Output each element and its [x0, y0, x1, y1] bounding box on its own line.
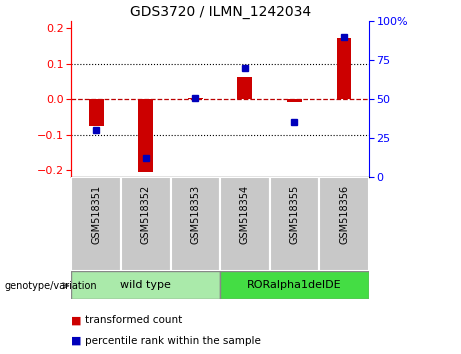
Text: ■: ■ — [71, 336, 82, 346]
Text: RORalpha1delDE: RORalpha1delDE — [247, 280, 342, 290]
Text: GSM518353: GSM518353 — [190, 184, 201, 244]
Bar — [220, 177, 270, 271]
Bar — [121, 177, 171, 271]
Bar — [71, 177, 121, 271]
Text: percentile rank within the sample: percentile rank within the sample — [85, 336, 261, 346]
Text: GSM518352: GSM518352 — [141, 184, 151, 244]
Bar — [171, 177, 220, 271]
Text: GSM518356: GSM518356 — [339, 184, 349, 244]
Text: transformed count: transformed count — [85, 315, 183, 325]
Text: wild type: wild type — [120, 280, 171, 290]
Text: GSM518354: GSM518354 — [240, 184, 250, 244]
Title: GDS3720 / ILMN_1242034: GDS3720 / ILMN_1242034 — [130, 5, 311, 19]
Bar — [220, 271, 369, 299]
Bar — [237, 77, 252, 99]
Bar — [89, 99, 104, 126]
Bar — [138, 99, 153, 172]
Text: GSM518355: GSM518355 — [290, 184, 300, 244]
Text: genotype/variation: genotype/variation — [5, 281, 97, 291]
Bar — [270, 177, 319, 271]
Text: GSM518351: GSM518351 — [91, 184, 101, 244]
Bar — [319, 177, 369, 271]
Bar — [287, 99, 302, 102]
Bar — [188, 98, 203, 99]
Bar — [337, 38, 351, 99]
Text: ■: ■ — [71, 315, 82, 325]
Bar — [71, 271, 220, 299]
